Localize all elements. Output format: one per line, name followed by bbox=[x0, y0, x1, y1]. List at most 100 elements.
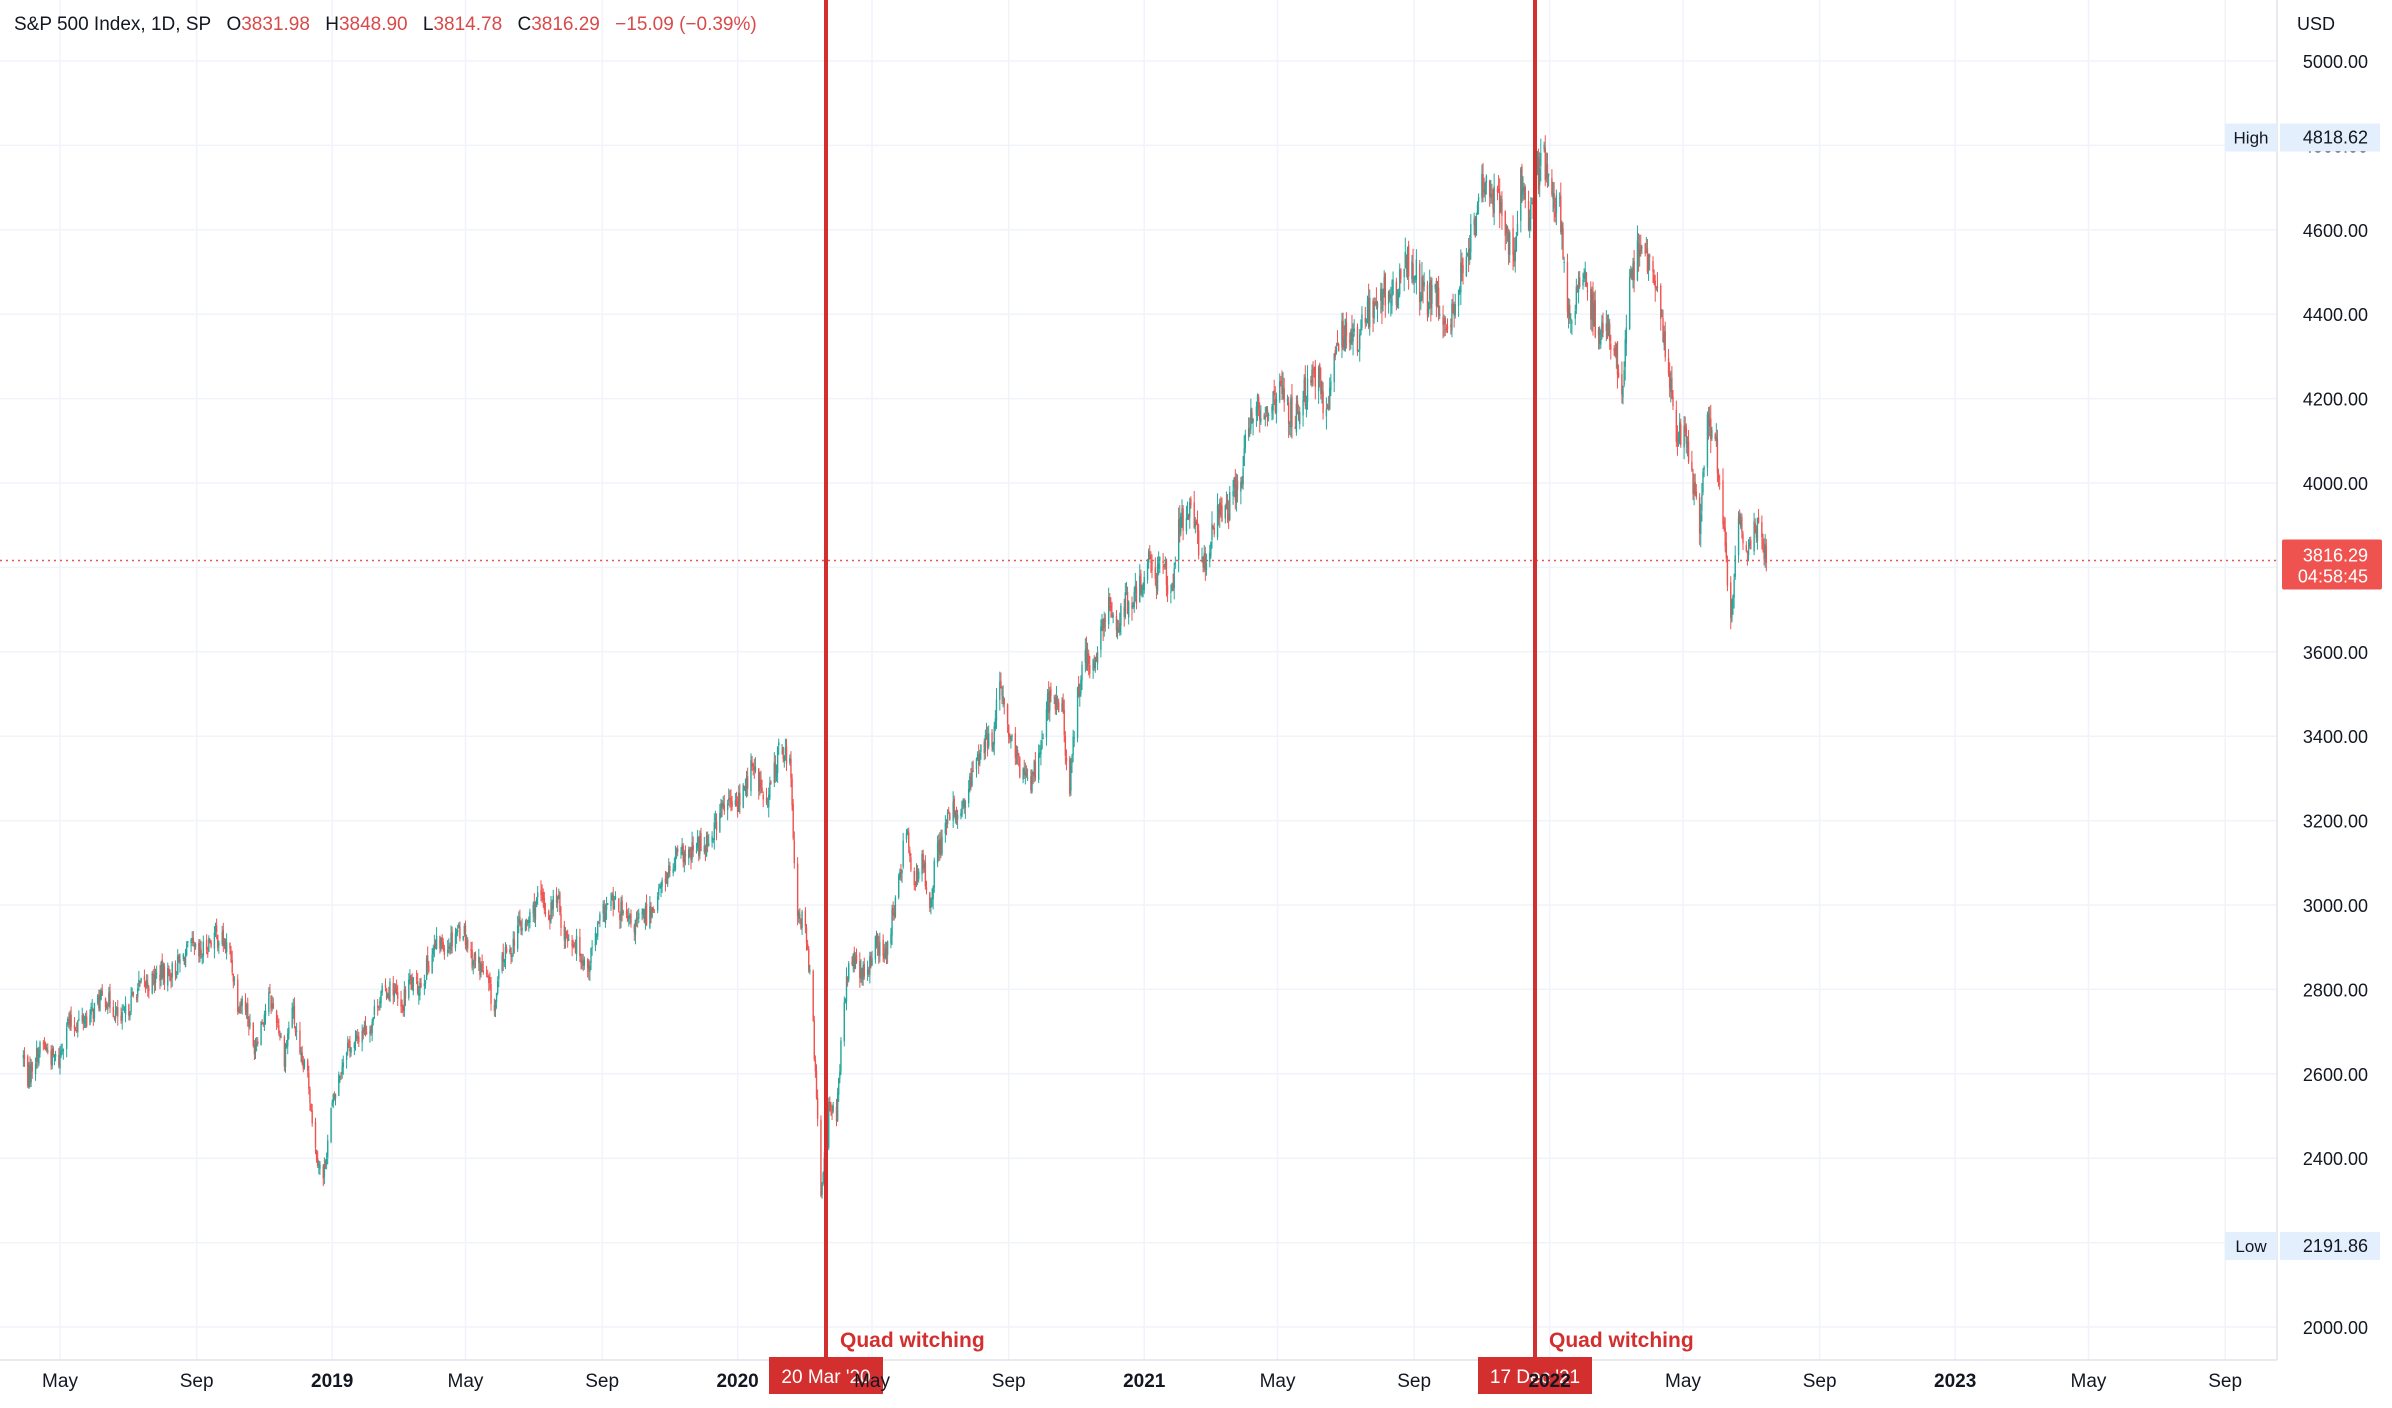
candle-up bbox=[89, 1014, 91, 1025]
y-tick-label: 4600.00 bbox=[2303, 221, 2368, 241]
candle-down bbox=[816, 1097, 819, 1119]
candle-down bbox=[1249, 429, 1251, 432]
candle-up bbox=[1700, 514, 1702, 535]
candle-up bbox=[412, 977, 414, 992]
candle-up bbox=[1406, 249, 1409, 272]
candle-up bbox=[1677, 443, 1680, 446]
candle-up bbox=[233, 979, 236, 981]
candle-down bbox=[868, 969, 870, 973]
candle-down bbox=[1521, 166, 1523, 195]
candle-up bbox=[871, 958, 873, 966]
candle-down bbox=[1586, 290, 1589, 292]
candle-down bbox=[790, 758, 792, 779]
candle-down bbox=[652, 907, 654, 912]
candle-up bbox=[886, 941, 889, 955]
candle-up bbox=[69, 1015, 71, 1023]
candle-up bbox=[845, 976, 848, 1002]
candle-down bbox=[1671, 377, 1673, 399]
candle-down bbox=[1554, 212, 1556, 217]
candle-up bbox=[1186, 514, 1189, 520]
candle-up bbox=[339, 1075, 341, 1077]
candle-up bbox=[1107, 597, 1110, 625]
candle-up bbox=[221, 932, 223, 945]
candle-down bbox=[1755, 528, 1758, 538]
candle-down bbox=[682, 845, 684, 862]
candle-down bbox=[1110, 605, 1112, 611]
candle-up bbox=[81, 1015, 83, 1021]
candle-down bbox=[139, 982, 141, 984]
candle-up bbox=[199, 947, 201, 956]
candle-up bbox=[946, 812, 949, 825]
x-tick-label: May bbox=[1665, 1371, 1701, 1392]
candle-down bbox=[1014, 733, 1017, 758]
candle-up bbox=[1570, 318, 1572, 321]
candle-up bbox=[1335, 346, 1338, 353]
candle-down bbox=[804, 910, 807, 927]
candle-up bbox=[954, 811, 957, 820]
candle-up bbox=[832, 1105, 834, 1112]
candle-down bbox=[1259, 410, 1261, 421]
candle-up bbox=[987, 733, 990, 747]
candle-down bbox=[1065, 757, 1068, 762]
candle-down bbox=[1126, 592, 1129, 614]
candle-up bbox=[387, 993, 389, 999]
candle-up bbox=[839, 1071, 841, 1079]
price-scale[interactable]: USD2000.002200.002400.002600.002800.0030… bbox=[2225, 14, 2382, 1338]
candle-up bbox=[1275, 398, 1278, 414]
candle-up bbox=[1443, 320, 1445, 325]
candle-up bbox=[179, 959, 181, 965]
candle-down bbox=[31, 1062, 33, 1072]
candle-up bbox=[666, 873, 669, 885]
candle-up bbox=[1600, 338, 1602, 345]
candle-down bbox=[174, 963, 177, 975]
candle-down bbox=[761, 787, 763, 792]
candle-up bbox=[1523, 186, 1525, 192]
time-scale[interactable]: May Sep 2019 May Sep 2020 May Sep 2021 May Sep 2022… bbox=[42, 1371, 2242, 1392]
candle-up bbox=[191, 938, 193, 941]
marker-date-label: 20 Mar '20 bbox=[781, 1367, 870, 1388]
candle-up bbox=[1279, 381, 1281, 401]
candle-up bbox=[1597, 329, 1600, 336]
candle-down bbox=[870, 955, 872, 967]
y-tick-label: 3400.00 bbox=[2303, 727, 2368, 747]
candle-down bbox=[1202, 557, 1204, 568]
y-tick-label: 4000.00 bbox=[2303, 474, 2368, 494]
candle-down bbox=[1504, 211, 1506, 236]
candle-down bbox=[215, 925, 218, 933]
candle-up bbox=[1622, 387, 1624, 398]
candle-up bbox=[854, 957, 857, 969]
candle-up bbox=[1055, 697, 1058, 708]
candle-down bbox=[73, 1025, 76, 1029]
candle-down bbox=[1000, 680, 1002, 688]
candle-up bbox=[610, 901, 612, 907]
candle-up bbox=[931, 897, 933, 900]
candle-down bbox=[908, 832, 910, 848]
candle-down bbox=[1613, 348, 1615, 352]
candle-up bbox=[1133, 591, 1135, 608]
candle-up bbox=[381, 985, 383, 993]
candle-up bbox=[768, 794, 770, 808]
candle-down bbox=[692, 845, 694, 851]
candle-down bbox=[855, 955, 858, 963]
candle-down bbox=[147, 982, 149, 988]
candle-down bbox=[513, 940, 516, 946]
candle-down bbox=[314, 1121, 317, 1148]
y-tick-label: 3200.00 bbox=[2303, 812, 2368, 832]
x-tick-label: Sep bbox=[2208, 1371, 2242, 1392]
legend-high-label: H bbox=[325, 14, 339, 35]
candle-down bbox=[1576, 286, 1579, 289]
candle-up bbox=[961, 801, 963, 816]
candle-up bbox=[573, 946, 576, 948]
candle-down bbox=[1291, 396, 1293, 427]
candle-up bbox=[1641, 247, 1643, 249]
candle-down bbox=[1334, 350, 1336, 357]
candle-up bbox=[1306, 378, 1309, 403]
candle-up bbox=[1247, 428, 1250, 437]
candle-up bbox=[1235, 484, 1238, 503]
candle-up bbox=[1632, 263, 1634, 277]
marker-date-badge bbox=[1478, 1357, 1592, 1394]
candle-up bbox=[1142, 587, 1144, 589]
candle-up bbox=[509, 949, 511, 952]
